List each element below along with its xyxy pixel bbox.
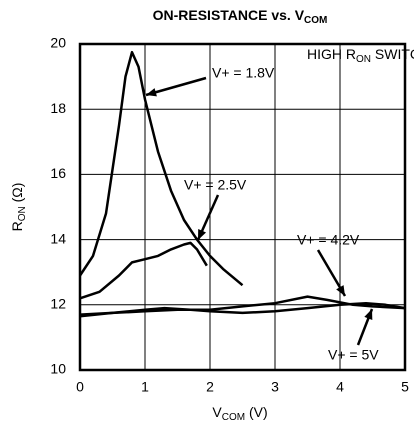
annotation: HIGH RON SWITCH: [307, 46, 414, 65]
chart-title: ON-RESISTANCE vs. VCOM: [153, 7, 328, 26]
xlabel-text: V: [212, 404, 222, 420]
y-axis-label: RON (Ω): [9, 183, 28, 232]
arrow-head: [198, 229, 207, 240]
series-label: V+ = 4.2V: [297, 232, 360, 248]
annotation-sub: ON: [356, 54, 371, 65]
x-tick-label: 5: [401, 379, 409, 395]
title-sub: COM: [304, 15, 327, 26]
arrow-head: [336, 285, 345, 296]
x-tick-label: 4: [336, 379, 344, 395]
series-label: V+ = 5V: [328, 347, 379, 363]
series-label: V+ = 2.5V: [184, 177, 247, 193]
series-line: [79, 295, 406, 316]
y-tick-label: 18: [50, 100, 66, 116]
xlabel-sub: COM: [222, 412, 245, 423]
ylabel-unit: (Ω): [9, 183, 25, 207]
series-line: [79, 301, 406, 318]
series-label: V+ = 1.8V: [212, 65, 275, 81]
x-tick-label: 2: [206, 379, 214, 395]
series-line: [79, 241, 208, 300]
ylabel-text: R: [9, 221, 25, 231]
x-tick-label: 1: [141, 379, 149, 395]
label-arrow: [145, 76, 207, 97]
ylabel-sub: ON: [17, 206, 28, 221]
y-tick-label: 20: [50, 35, 66, 51]
y-tick-label: 16: [50, 165, 66, 181]
x-tick-label: 3: [271, 379, 279, 395]
arrow-head: [364, 309, 373, 320]
y-tick-label: 10: [50, 361, 66, 377]
title-text: ON-RESISTANCE vs. V: [153, 7, 305, 23]
annotation-text: HIGH R: [307, 46, 356, 62]
x-axis-label: VCOM (V): [212, 404, 267, 423]
series-line: [78, 50, 244, 287]
xlabel-unit: (V): [245, 404, 268, 420]
y-tick-label: 12: [50, 296, 66, 312]
arrow-head: [146, 88, 157, 97]
annotation-rest: SWITCH: [371, 46, 414, 62]
x-tick-label: 0: [76, 379, 84, 395]
y-tick-label: 14: [50, 230, 66, 246]
plot-frame: [78, 42, 407, 372]
